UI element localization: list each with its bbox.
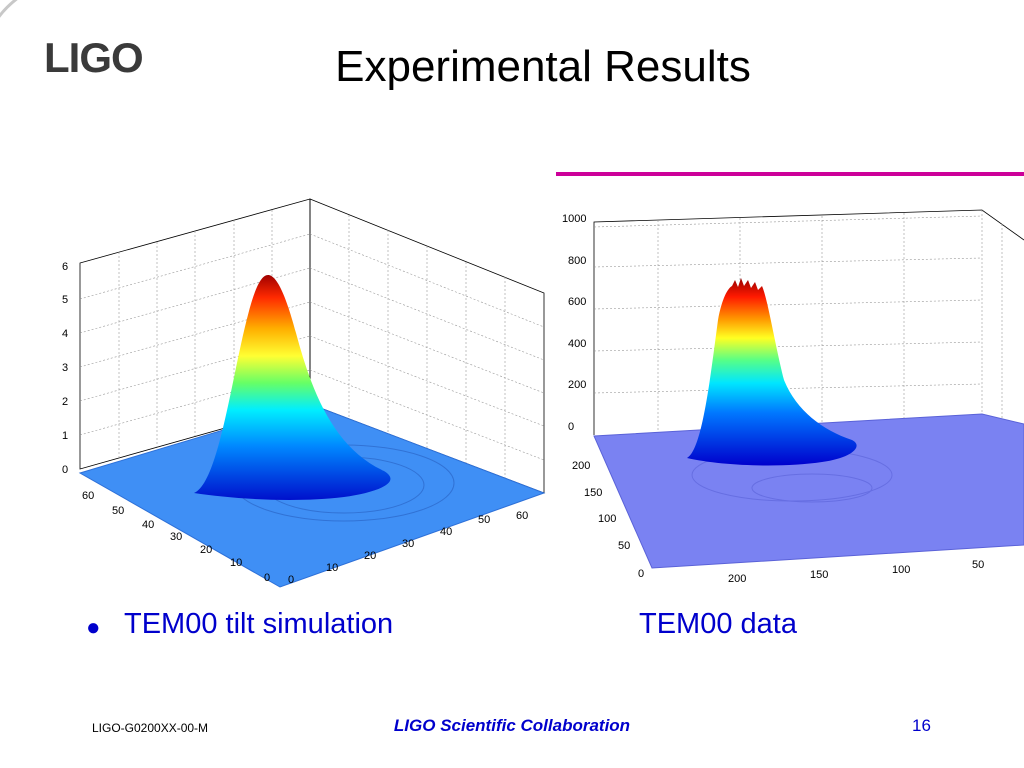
right-x-tick: 150 [810, 569, 828, 581]
right-z-tick: 800 [568, 255, 586, 267]
left-x-axis-ticks: 60 50 40 30 20 10 0 [82, 490, 270, 584]
left-z-tick: 0 [62, 464, 68, 476]
ligo-logo: LIGO [44, 34, 144, 81]
left-z-tick: 3 [62, 362, 68, 374]
footer-document-id: LIGO-G0200XX-00-M [92, 721, 209, 735]
left-z-tick: 1 [62, 430, 68, 442]
caption-tilt-simulation: TEM00 tilt simulation [124, 608, 394, 640]
right-x-tick: 200 [728, 573, 746, 585]
tem00-data-plot: 0 200 400 600 800 1000 200 150 100 50 0 … [562, 209, 1024, 585]
left-z-tick: 4 [62, 328, 68, 340]
right-z-axis-ticks: 0 200 400 600 800 1000 [562, 213, 586, 433]
left-x-tick: 40 [142, 519, 154, 531]
right-surface-peak [687, 278, 857, 466]
right-y-tick: 50 [618, 540, 630, 552]
left-x-tick: 30 [170, 531, 182, 543]
left-y-axis-ticks: 0 10 20 30 40 50 60 [288, 510, 528, 586]
left-y-tick: 60 [516, 510, 528, 522]
left-y-tick: 20 [364, 550, 376, 562]
right-z-tick: 200 [568, 379, 586, 391]
logo-rings-icon [0, 0, 18, 18]
left-y-tick: 0 [288, 574, 294, 586]
left-y-tick: 10 [326, 562, 338, 574]
right-z-tick: 1000 [562, 213, 586, 225]
tilt-simulation-plot: 0 1 2 3 4 5 6 60 50 40 30 20 10 0 0 10 2… [62, 198, 546, 588]
right-x-axis-ticks: 200 150 100 50 [728, 559, 984, 585]
right-y-tick: 150 [584, 487, 602, 499]
right-y-tick: 100 [598, 513, 616, 525]
footer-page-number: 16 [912, 716, 931, 735]
left-y-tick: 40 [440, 526, 452, 538]
bullet-icon: ● [86, 614, 101, 641]
left-x-tick: 20 [200, 544, 212, 556]
right-y-tick: 0 [638, 568, 644, 580]
right-z-tick: 0 [568, 421, 574, 433]
accent-divider [556, 172, 1024, 176]
caption-tem00-data: TEM00 data [639, 608, 797, 640]
right-z-tick: 400 [568, 338, 586, 350]
left-surface-peak [194, 275, 391, 500]
left-y-tick: 30 [402, 538, 414, 550]
right-y-tick: 200 [572, 460, 590, 472]
right-z-tick: 600 [568, 296, 586, 308]
right-plot-gridlines [593, 210, 1003, 432]
left-z-axis-ticks: 0 1 2 3 4 5 6 [62, 261, 68, 476]
left-z-tick: 6 [62, 261, 68, 273]
footer-collaboration: LIGO Scientific Collaboration [393, 716, 631, 735]
left-x-tick: 50 [112, 505, 124, 517]
left-z-tick: 5 [62, 294, 68, 306]
left-x-tick: 60 [82, 490, 94, 502]
right-x-tick: 50 [972, 559, 984, 571]
right-y-axis-ticks: 0 200 150 100 50 [572, 460, 644, 580]
left-plot-gridlines [79, 210, 545, 478]
slide-title: Experimental Results [335, 42, 751, 91]
left-y-tick: 50 [478, 514, 490, 526]
left-z-tick: 2 [62, 396, 68, 408]
right-plot-walls [593, 209, 1024, 435]
right-x-tick: 100 [892, 564, 910, 576]
left-x-tick: 0 [264, 572, 270, 584]
left-x-tick: 10 [230, 557, 242, 569]
